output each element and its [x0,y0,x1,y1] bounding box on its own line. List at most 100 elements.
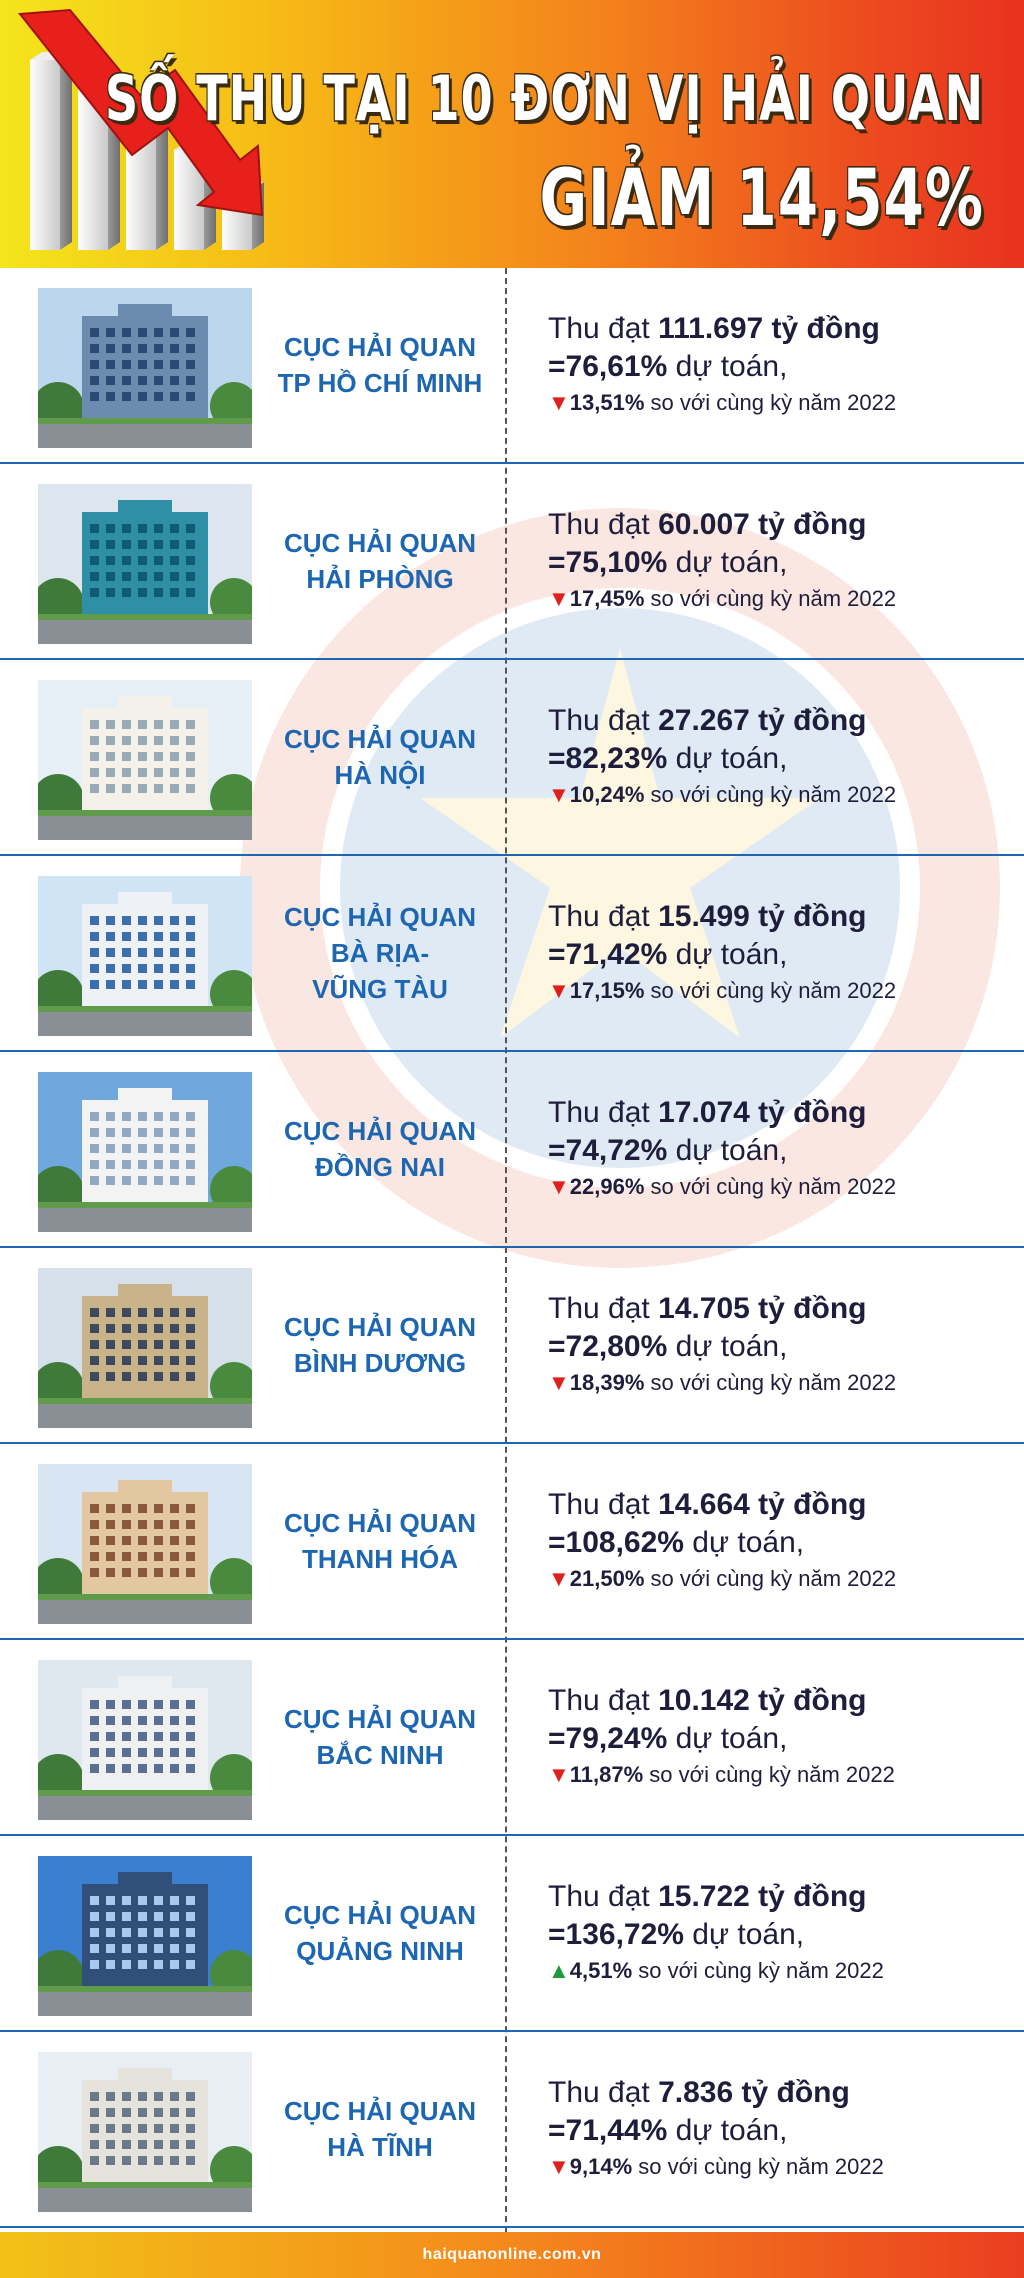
unit-name-line: QUẢNG NINH [296,1936,464,1966]
revenue-line: Thu đạt 10.142 tỷ đồng [548,1682,1014,1720]
compare-text: so với cùng kỳ năm 2022 [644,782,897,807]
unit-name-line: THANH HÓA [302,1544,458,1574]
unit-name-line: HÀ NỘI [334,760,426,790]
plan-percent: =79,24% [548,1722,668,1755]
plan-suffix: dự toán, [667,938,788,971]
unit-name-line: CỤC HẢI QUAN [283,1116,477,1146]
unit-name: CỤC HẢI QUAN ĐỒNG NAI [255,1052,505,1246]
change-line: ▼9,14% so với cùng kỳ năm 2022 [548,2150,1014,2184]
unit-name-line: CỤC HẢI QUAN [283,902,477,932]
unit-building-photo [38,1464,252,1624]
change-line: ▼13,51% so với cùng kỳ năm 2022 [548,386,1014,420]
plan-suffix: dự toán, [683,1918,805,1951]
revenue-amount: 27.267 tỷ đồng [658,704,867,737]
unit-name-line: CỤC HẢI QUAN [283,528,477,558]
plan-line: =108,62% dự toán, [548,1524,1014,1562]
unit-building-photo [38,1072,252,1232]
revenue-line: Thu đạt 27.267 tỷ đồng [548,702,1014,740]
revenue-amount: 111.697 tỷ đồng [658,312,880,345]
unit-row: CỤC HẢI QUAN TP HỒ CHÍ MINH Thu đạt 111.69… [0,268,1024,464]
change-percent: 21,50% [569,1566,645,1591]
plan-line: =72,80% dự toán, [548,1328,1014,1366]
unit-stats: Thu đạt 7.836 tỷ đồng =71,44% dự toán, ▼9,… [548,2032,1014,2226]
change-percent: 4,51% [569,1958,633,1983]
plan-suffix: dự toán, [667,2114,788,2147]
revenue-line: Thu đạt 17.074 tỷ đồng [548,1094,1014,1132]
unit-name-line: BÀ RỊA- [330,938,430,968]
unit-stats: Thu đạt 111.697 tỷ đồng =76,61% dự toán, ▼… [548,268,1014,462]
plan-suffix: dự toán, [667,350,788,383]
plan-line: =79,24% dự toán, [548,1720,1014,1758]
compare-text: so với cùng kỳ năm 2022 [644,1370,897,1395]
plan-line: =82,23% dự toán, [548,740,1014,778]
unit-stats: Thu đạt 27.267 tỷ đồng =82,23% dự toán, ▼1… [548,660,1014,854]
red-down-triangle-icon: ▼ [548,2154,570,2179]
plan-suffix: dự toán, [667,742,788,775]
compare-text: so với cùng kỳ năm 2022 [644,1566,897,1591]
header-banner: SỐ THU TẠI 10 ĐƠN VỊ HẢI QUAN GIẢM 14,54… [0,0,1024,268]
plan-percent: =72,80% [548,1330,668,1363]
plan-line: =76,61% dự toán, [548,348,1014,386]
unit-row: CỤC HẢI QUAN HÀ TĨNH Thu đạt 7.836 tỷ đồng… [0,2032,1024,2228]
unit-stats: Thu đạt 14.664 tỷ đồng =108,62% dự toán, ▼… [548,1444,1014,1638]
plan-suffix: dự toán, [667,1134,788,1167]
revenue-prefix: Thu đạt [548,312,659,345]
change-line: ▼21,50% so với cùng kỳ năm 2022 [548,1562,1014,1596]
unit-stats: Thu đạt 17.074 tỷ đồng =74,72% dự toán, ▼2… [548,1052,1014,1246]
change-line: ▲4,51% so với cùng kỳ năm 2022 [548,1954,1014,1988]
green-up-triangle-icon: ▲ [548,1958,570,1983]
compare-text: so với cùng kỳ năm 2022 [644,978,897,1003]
revenue-amount: 15.499 tỷ đồng [658,900,867,933]
unit-name: CỤC HẢI QUAN BÌNH DƯƠNG [255,1248,505,1442]
plan-line: =75,10% dự toán, [548,544,1014,582]
revenue-prefix: Thu đạt [548,704,659,737]
unit-name-line: HÀ TĨNH [327,2132,433,2162]
red-down-triangle-icon: ▼ [548,1566,570,1591]
change-percent: 22,96% [569,1174,645,1199]
unit-row: CỤC HẢI QUAN HÀ NỘI Thu đạt 27.267 tỷ đồng… [0,660,1024,856]
unit-row: CỤC HẢI QUAN BÀ RỊA- VŨNG TÀU Thu đạt 15.49… [0,856,1024,1052]
units-list: CỤC HẢI QUAN TP HỒ CHÍ MINH Thu đạt 111.69… [0,268,1024,2232]
plan-line: =71,42% dự toán, [548,936,1014,974]
unit-name-line: BẮC NINH [316,1740,444,1770]
plan-percent: =76,61% [548,350,668,383]
unit-stats: Thu đạt 60.007 tỷ đồng =75,10% dự toán, ▼1… [548,464,1014,658]
unit-name-line: BÌNH DƯƠNG [293,1348,467,1378]
unit-name-line: VŨNG TÀU [312,974,448,1004]
unit-name-line: CỤC HẢI QUAN [283,1312,477,1342]
plan-line: =74,72% dự toán, [548,1132,1014,1170]
red-down-triangle-icon: ▼ [548,586,570,611]
unit-name-line: CỤC HẢI QUAN [283,2096,477,2126]
declining-bar-chart-icon [18,8,264,250]
revenue-prefix: Thu đạt [548,2076,659,2109]
revenue-prefix: Thu đạt [548,900,659,933]
revenue-amount: 7.836 tỷ đồng [658,2076,850,2109]
column-divider [505,268,507,2232]
unit-name-line: HẢI PHÒNG [306,564,454,594]
revenue-line: Thu đạt 7.836 tỷ đồng [548,2074,1014,2112]
revenue-line: Thu đạt 15.499 tỷ đồng [548,898,1014,936]
revenue-line: Thu đạt 15.722 tỷ đồng [548,1878,1014,1916]
revenue-amount: 15.722 tỷ đồng [658,1880,867,1913]
unit-name-line: CỤC HẢI QUAN [283,724,477,754]
unit-row: CỤC HẢI QUAN HẢI PHÒNG Thu đạt 60.007 tỷ đ… [0,464,1024,660]
revenue-line: Thu đạt 14.705 tỷ đồng [548,1290,1014,1328]
plan-suffix: dự toán, [683,1526,805,1559]
header-title-line2: GIẢM 14,54% [539,152,984,244]
change-percent: 9,14% [569,2154,633,2179]
change-percent: 17,45% [569,586,645,611]
unit-name: CỤC HẢI QUAN BẮC NINH [255,1640,505,1834]
revenue-amount: 17.074 tỷ đồng [658,1096,867,1129]
unit-row: CỤC HẢI QUAN BÌNH DƯƠNG Thu đạt 14.705 tỷ … [0,1248,1024,1444]
plan-line: =71,44% dự toán, [548,2112,1014,2150]
red-down-triangle-icon: ▼ [548,1762,570,1787]
compare-text: so với cùng kỳ năm 2022 [643,1762,895,1787]
change-percent: 13,51% [569,390,645,415]
unit-building-photo [38,2052,252,2212]
unit-name-line: CỤC HẢI QUAN [283,1704,477,1734]
revenue-amount: 10.142 tỷ đồng [658,1684,867,1717]
revenue-amount: 14.705 tỷ đồng [658,1292,867,1325]
footer-site[interactable]: haiquanonline.com.vn [422,2246,602,2263]
compare-text: so với cùng kỳ năm 2022 [644,586,897,611]
unit-name-line: CỤC HẢI QUAN [283,332,477,362]
